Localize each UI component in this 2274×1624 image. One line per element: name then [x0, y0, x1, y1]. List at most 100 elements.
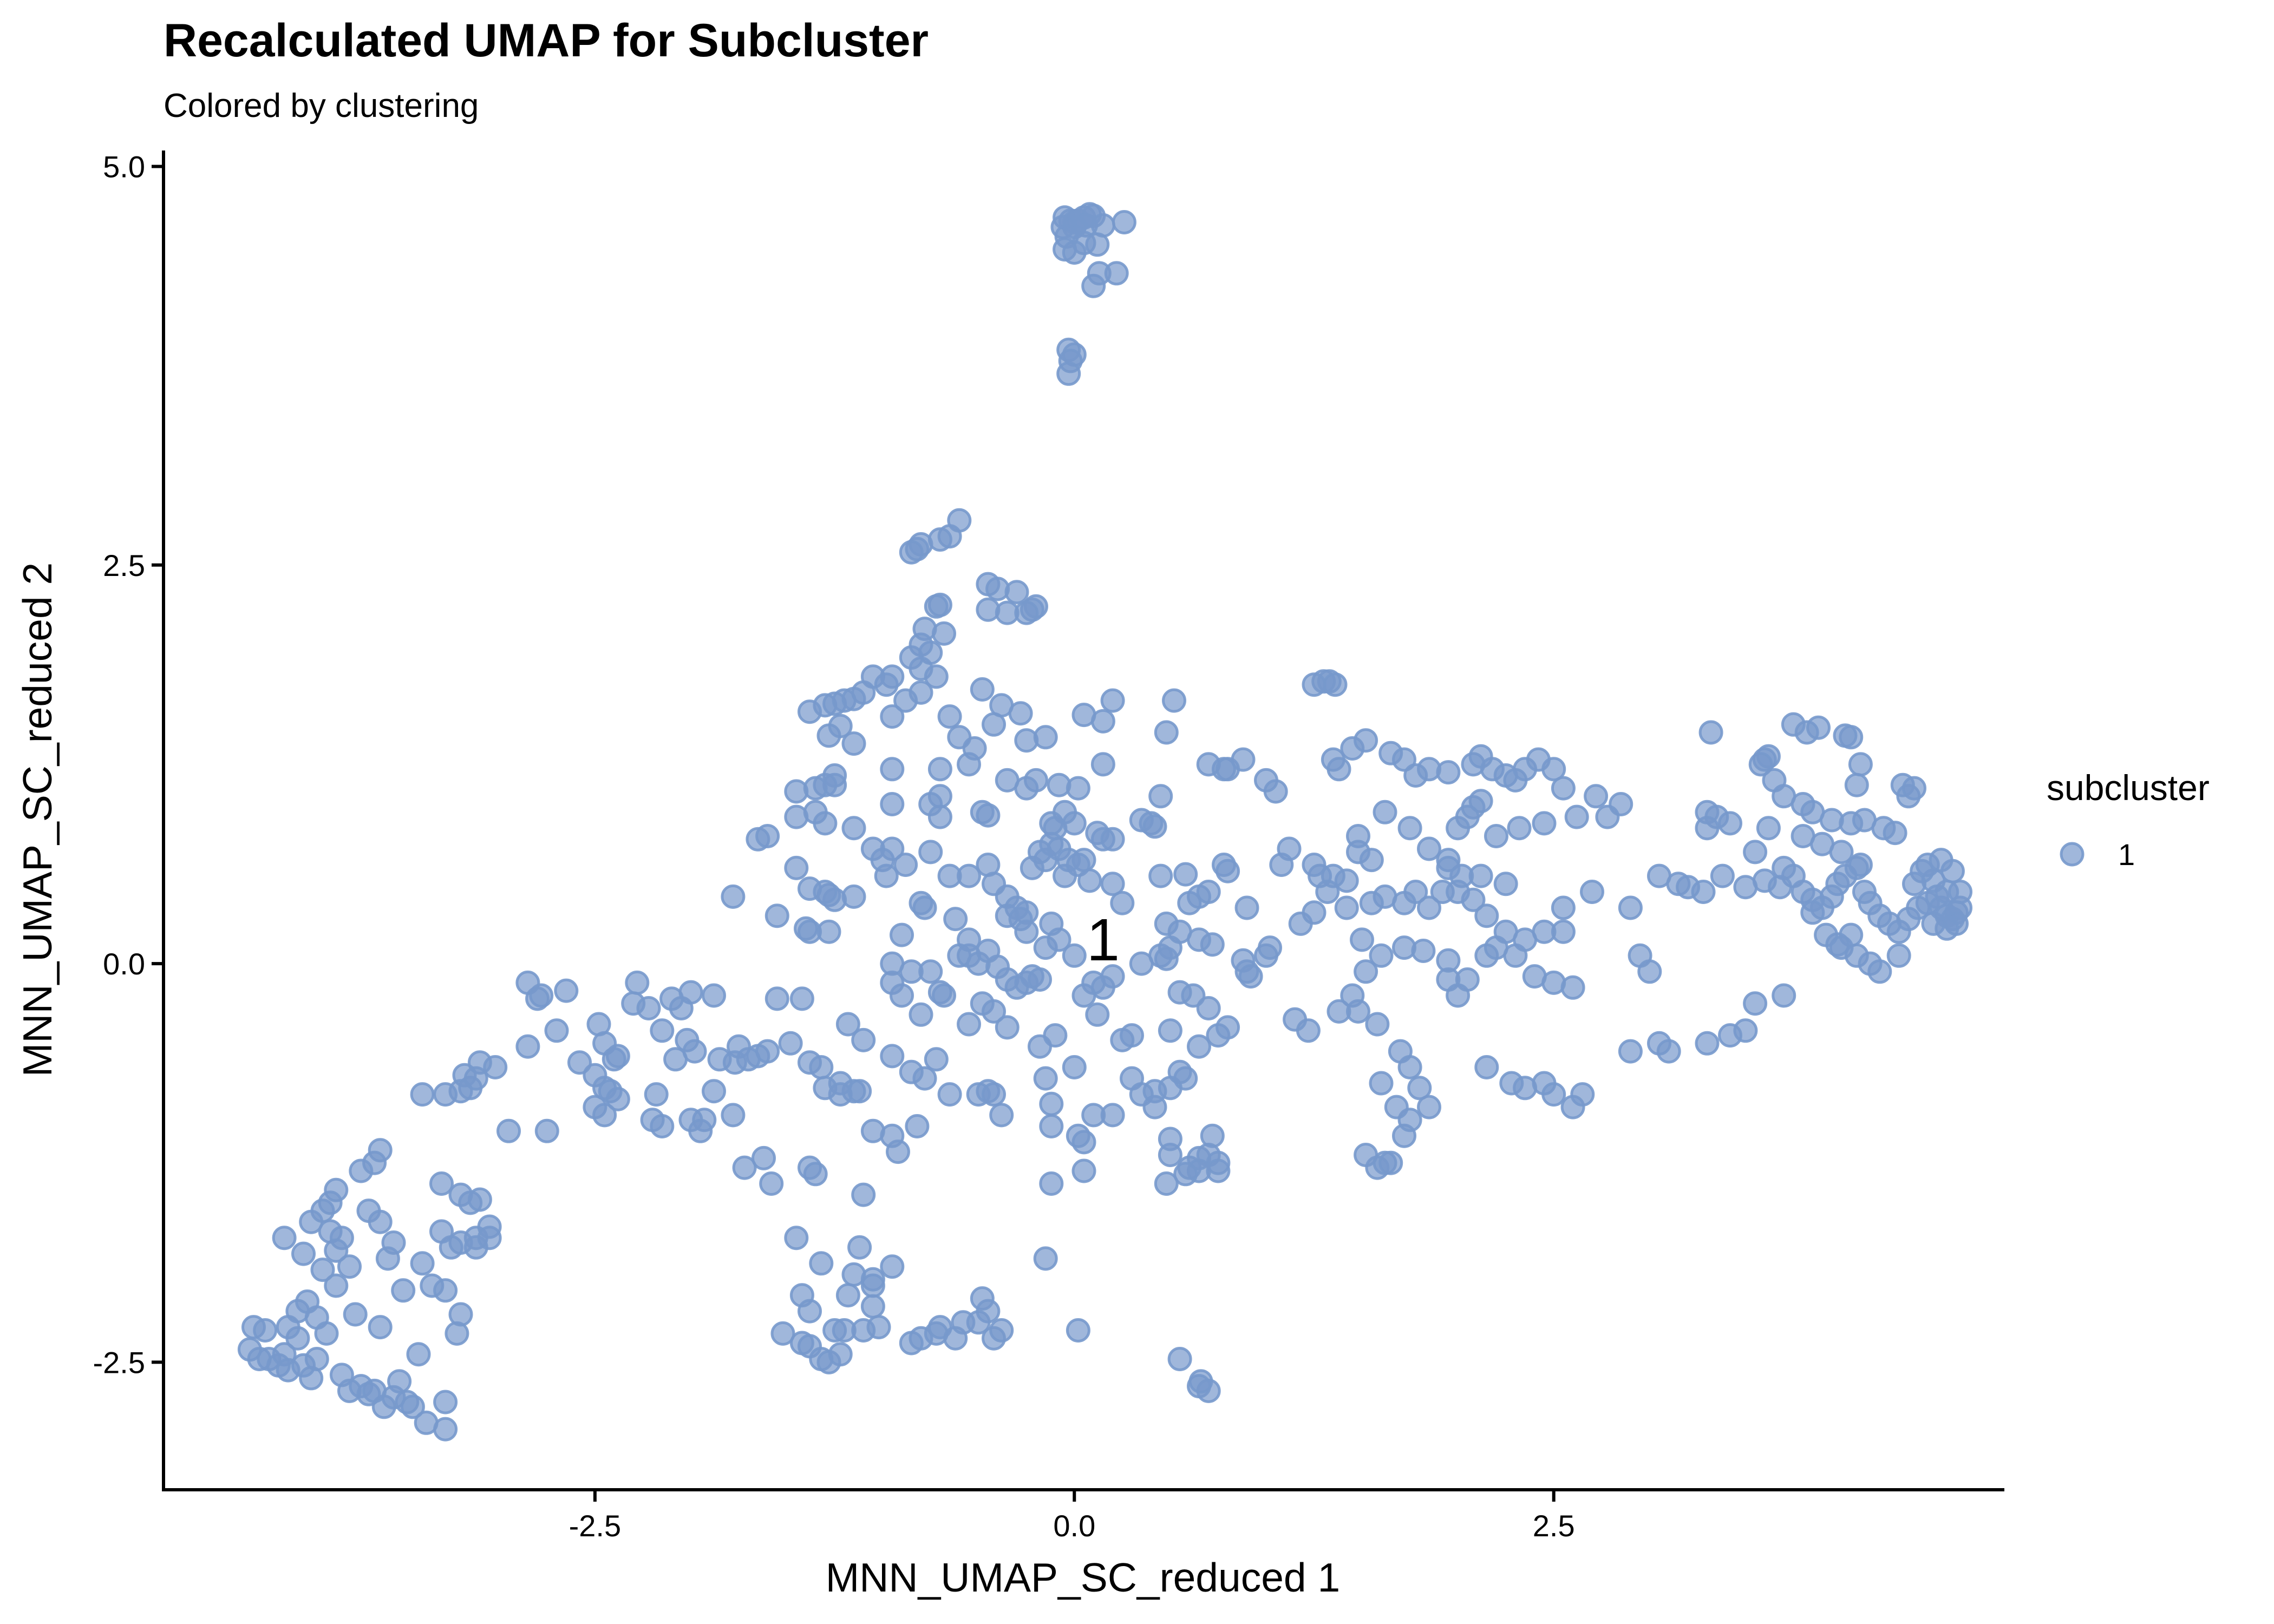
data-point	[890, 922, 914, 947]
data-point	[1177, 890, 1202, 915]
data-point	[1436, 760, 1461, 785]
chart-title: Recalculated UMAP for Subcluster	[164, 15, 929, 67]
data-point	[702, 1079, 726, 1104]
data-point	[1948, 880, 1972, 904]
data-point	[912, 1066, 937, 1091]
data-point	[880, 1044, 905, 1069]
data-point	[1148, 863, 1173, 888]
data-point	[534, 1118, 559, 1143]
data-point	[1014, 776, 1039, 801]
data-point	[688, 1118, 713, 1143]
data-point	[605, 1086, 630, 1111]
data-point	[847, 1235, 872, 1260]
data-point	[813, 880, 838, 904]
x-tick-label: -2.5	[569, 1509, 622, 1543]
data-point	[1081, 273, 1106, 298]
data-point	[1474, 1055, 1499, 1079]
data-point	[1014, 728, 1039, 753]
data-point	[752, 1145, 776, 1170]
data-point	[467, 1187, 492, 1212]
data-point	[932, 983, 956, 1008]
y-tick-label: 5.0	[103, 149, 145, 184]
data-point	[1066, 776, 1090, 801]
data-point	[1100, 964, 1125, 989]
data-point	[1560, 975, 1585, 1000]
data-point	[343, 1302, 368, 1327]
data-point	[937, 704, 962, 729]
data-point	[1772, 983, 1796, 1008]
data-point	[1833, 723, 1858, 748]
data-point	[463, 1066, 488, 1091]
data-point	[1468, 863, 1493, 888]
data-point	[1039, 1091, 1064, 1116]
data-point	[1407, 1076, 1432, 1101]
data-point	[1503, 943, 1528, 968]
x-tick-label: 2.5	[1533, 1509, 1575, 1543]
data-point	[1231, 747, 1256, 772]
data-point	[1077, 868, 1102, 893]
data-point	[1269, 853, 1294, 877]
x-axis-ticks: -2.5 0.0 2.5	[569, 1490, 1575, 1543]
data-point	[1373, 800, 1397, 824]
data-point	[924, 594, 949, 619]
data-point	[1507, 816, 1532, 841]
data-point	[1263, 779, 1288, 804]
data-point	[905, 1114, 930, 1138]
data-point	[391, 1278, 416, 1303]
data-point	[650, 1018, 675, 1043]
data-point	[544, 1018, 569, 1043]
data-point	[410, 1082, 435, 1107]
data-point	[732, 1155, 757, 1180]
data-point	[1474, 903, 1499, 928]
data-point	[650, 1114, 675, 1138]
points-layer	[237, 202, 1972, 1442]
data-point	[529, 983, 554, 1008]
data-point	[1346, 999, 1370, 1024]
data-point	[989, 1318, 1014, 1343]
data-point	[918, 959, 943, 984]
data-point	[1902, 776, 1926, 801]
data-point	[957, 863, 981, 888]
x-tick-label: 0.0	[1053, 1509, 1095, 1543]
data-point	[1618, 1039, 1643, 1064]
data-point	[1056, 361, 1081, 386]
data-point	[1014, 919, 1039, 944]
data-point	[1334, 868, 1359, 893]
data-point	[1733, 1018, 1758, 1043]
data-point	[1173, 1162, 1198, 1187]
data-point	[433, 1390, 458, 1415]
data-point	[789, 986, 814, 1011]
data-point	[970, 677, 995, 702]
data-point	[778, 1031, 803, 1056]
cluster-labels-layer: 1	[1087, 907, 1120, 973]
data-point	[1940, 859, 1965, 883]
data-point	[874, 863, 899, 888]
data-point	[349, 1158, 374, 1183]
data-point	[1100, 1103, 1125, 1128]
data-point	[368, 1315, 393, 1340]
data-point	[1417, 895, 1441, 920]
data-point	[809, 1055, 834, 1079]
data-point	[798, 1299, 822, 1324]
data-point	[841, 731, 866, 756]
y-tick-label: 0.0	[103, 947, 145, 981]
data-point	[1743, 991, 1768, 1016]
data-point	[909, 1002, 933, 1027]
data-point	[847, 1079, 872, 1104]
data-point	[912, 895, 937, 920]
data-point	[890, 983, 914, 1008]
data-point	[1551, 895, 1576, 920]
data-point	[924, 1047, 949, 1072]
data-point	[644, 1082, 669, 1107]
data-point	[803, 1162, 828, 1187]
data-point	[927, 757, 952, 782]
data-point	[1446, 816, 1471, 841]
data-point	[943, 907, 968, 932]
data-point	[1071, 983, 1096, 1008]
chart-subtitle: Colored by clustering	[164, 87, 479, 125]
data-point	[1071, 1158, 1096, 1183]
data-point	[1154, 946, 1179, 971]
data-point	[828, 1342, 853, 1367]
data-point	[860, 1273, 885, 1298]
